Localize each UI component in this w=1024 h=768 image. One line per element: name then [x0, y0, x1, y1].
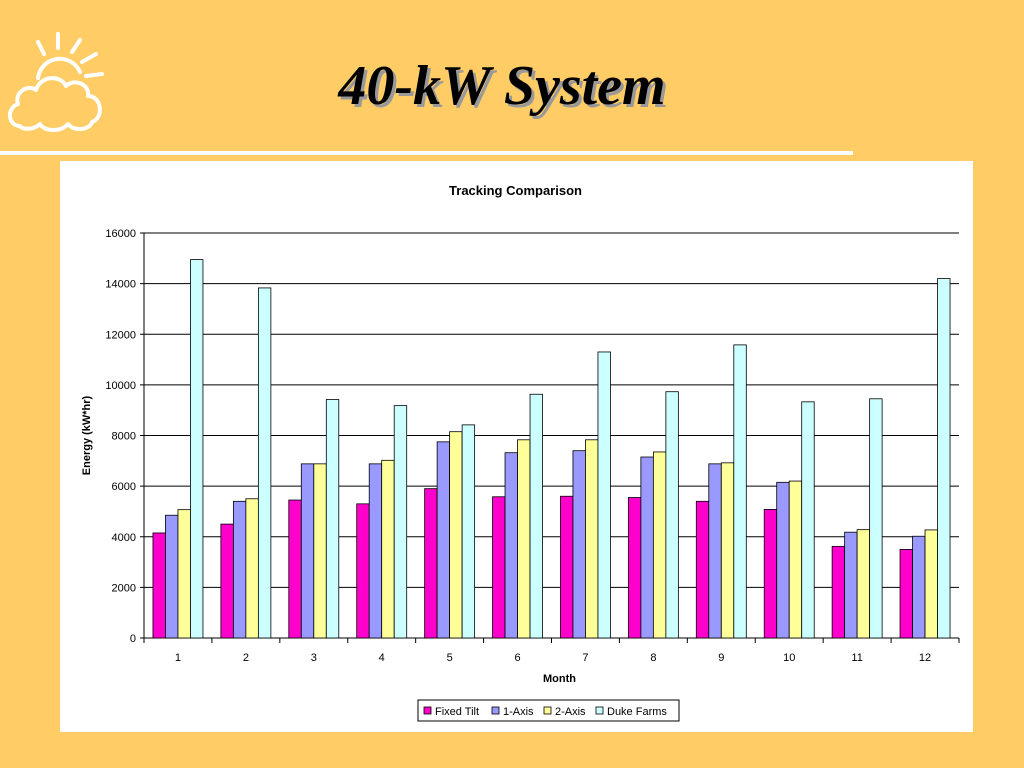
bar-fixed-tilt	[220, 523, 234, 639]
bar-duke-farms	[597, 351, 611, 639]
y-tick-label: 8000	[112, 431, 136, 443]
bar-1-axis	[232, 500, 247, 639]
bar-1-axis	[368, 463, 383, 639]
bar-1-axis	[844, 531, 858, 639]
bar-fixed-tilt	[831, 545, 846, 639]
bar-duke-farms	[325, 399, 340, 639]
y-tick-label: 6000	[112, 481, 136, 493]
bar-duke-farms	[190, 259, 204, 639]
y-tick-label: 4000	[112, 532, 136, 544]
x-tick-label: 3	[311, 652, 317, 664]
bar-fixed-tilt	[288, 499, 302, 639]
chart-panel: Tracking Comparison 0 2000 4000 6000 8000 1000…	[60, 161, 973, 732]
bar-duke-farms	[461, 424, 476, 639]
x-tick-label: 6	[514, 652, 520, 664]
bar-1-axis	[436, 441, 451, 639]
legend-swatch	[423, 706, 432, 715]
legend-label: 1-Axis	[503, 706, 534, 718]
legend-swatch	[491, 706, 500, 715]
sun-cloud-icon	[4, 28, 108, 132]
bar-duke-farms	[257, 287, 272, 639]
y-axis-label: Energy (kW*hr)	[81, 395, 93, 475]
x-tick-label: 7	[582, 652, 588, 664]
bar-1-axis	[300, 463, 315, 639]
bar-2-axis	[449, 431, 463, 639]
bar-chart: Tracking Comparison 0 2000 4000 6000 8000 1000…	[81, 183, 960, 722]
bar-1-axis	[572, 450, 586, 639]
bar-1-axis	[776, 481, 790, 639]
divider-line	[0, 151, 853, 155]
y-tick-label: 14000	[105, 279, 136, 291]
bar-duke-farms	[937, 278, 951, 639]
bar-1-axis	[640, 456, 654, 639]
bar-2-axis	[856, 529, 871, 639]
bar-fixed-tilt	[899, 549, 913, 639]
x-tick-label: 11	[851, 652, 862, 664]
bar-2-axis	[313, 463, 327, 639]
bar-1-axis	[912, 535, 926, 639]
bar-fixed-tilt	[627, 497, 642, 639]
bar-2-axis	[381, 459, 395, 639]
y-tick-label: 0	[130, 633, 136, 645]
bar-fixed-tilt	[695, 500, 710, 639]
x-tick-label: 8	[650, 652, 656, 664]
bar-fixed-tilt	[424, 488, 438, 639]
bar-fixed-tilt	[763, 509, 778, 639]
bar-duke-farms	[529, 393, 543, 639]
bar-2-axis	[720, 462, 735, 639]
bar-1-axis	[708, 463, 722, 639]
bar-2-axis	[517, 439, 531, 639]
legend-label: Fixed Tilt	[435, 706, 479, 718]
chart-title: Tracking Comparison	[449, 183, 582, 198]
x-tick-label: 10	[783, 652, 795, 664]
bar-duke-farms	[665, 391, 679, 639]
x-tick-label: 2	[243, 652, 249, 664]
y-tick-label: 10000	[105, 380, 136, 392]
bar-2-axis	[585, 439, 599, 639]
bar-2-axis	[245, 498, 259, 639]
bar-fixed-tilt	[560, 495, 574, 639]
x-tick-label: 9	[718, 652, 724, 664]
bar-fixed-tilt	[492, 496, 506, 639]
bar-1-axis	[165, 514, 179, 639]
bar-2-axis	[788, 480, 803, 639]
legend-swatch	[595, 706, 604, 715]
y-tick-label: 12000	[105, 329, 136, 341]
y-tick-label: 16000	[105, 228, 136, 240]
x-tick-label: 1	[175, 652, 181, 664]
bar-2-axis	[924, 529, 938, 639]
slide-title: 40-kW System	[338, 55, 666, 117]
bar-fixed-tilt	[356, 503, 370, 639]
x-tick-label: 12	[919, 652, 931, 664]
y-tick-label: 2000	[112, 582, 136, 594]
x-axis-label: Month	[543, 673, 576, 685]
legend-swatch	[543, 706, 552, 715]
bar-duke-farms	[801, 401, 815, 639]
bar-2-axis	[177, 509, 191, 639]
bar-1-axis	[504, 452, 518, 639]
bar-duke-farms	[869, 398, 883, 639]
x-tick-label: 5	[447, 652, 453, 664]
bar-duke-farms	[393, 405, 408, 639]
bar-2-axis	[652, 451, 667, 639]
x-tick-label: 4	[379, 652, 385, 664]
legend-label: 2-Axis	[555, 706, 586, 718]
legend-label: Duke Farms	[607, 706, 667, 718]
bar-duke-farms	[733, 344, 747, 639]
bar-fixed-tilt	[152, 532, 166, 639]
